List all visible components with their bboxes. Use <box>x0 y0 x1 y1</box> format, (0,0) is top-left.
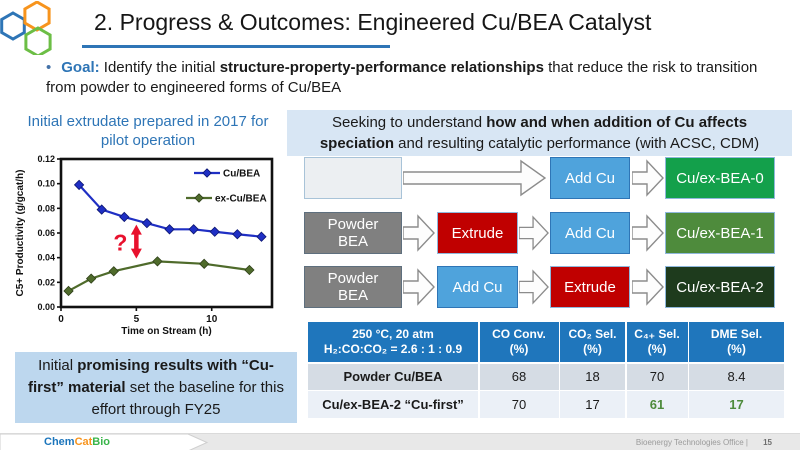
svg-text:C5+ Productivity (g/gcat/h): C5+ Productivity (g/gcat/h) <box>15 170 26 297</box>
right-header-bold: how and when addition of Cu affects spec… <box>319 114 748 152</box>
flow-box-empty <box>304 157 402 199</box>
flow-box-add-cu: Add Cu <box>550 212 630 254</box>
chart-title: Initial extrudate prepared in 2017 for p… <box>27 113 269 149</box>
value-cell: 18 <box>560 363 625 390</box>
table-header-co2-sel: CO₂ Sel. (%) <box>560 322 625 362</box>
right-header-post: and resulting catalytic performance (wit… <box>394 135 760 152</box>
table-header-co-conv: CO Conv. (%) <box>479 322 559 362</box>
svg-text:?: ? <box>113 230 127 256</box>
callout-post: set the baseline for this effort through… <box>91 378 284 418</box>
goal-pre: Identify the initial <box>99 59 220 76</box>
value-cell-highlight: 61 <box>626 391 688 418</box>
footer-office-text: Bioenergy Technologies Office | <box>635 438 748 447</box>
flow-arrow-icon <box>519 269 549 305</box>
callout-pre: Initial <box>38 356 78 374</box>
flow-box-add-cu: Add Cu <box>550 157 630 199</box>
goal-bold: structure-property-performance relations… <box>219 59 544 76</box>
page-title: 2. Progress & Outcomes: Engineered Cu/BE… <box>94 9 652 35</box>
goal-label: Goal: <box>61 59 100 76</box>
svg-text:0.12: 0.12 <box>37 154 55 164</box>
right-header-panel: Seeking to understand how and when addit… <box>287 110 792 156</box>
title-underline <box>82 45 390 48</box>
page-number: 15 <box>763 438 772 447</box>
svg-text:0: 0 <box>58 314 64 325</box>
svg-text:0.08: 0.08 <box>37 203 55 213</box>
value-cell: 8.4 <box>689 363 784 390</box>
results-table: 250 °C, 20 atm H₂:CO:CO₂ = 2.6 : 1 : 0.9… <box>308 322 784 418</box>
chemcatbio-logo: ChemCatBio <box>44 436 110 448</box>
table-header-dme-sel: DME Sel. (%) <box>689 322 784 362</box>
flow-arrow-icon <box>403 159 546 197</box>
svg-text:10: 10 <box>206 314 218 325</box>
value-cell: 17 <box>560 391 625 418</box>
brand-chem: Chem <box>44 436 75 448</box>
flow-box-result-2: Cu/ex-BEA-2 <box>665 266 775 308</box>
goal-text: • Goal: Identify the initial structure-pr… <box>46 58 758 98</box>
svg-text:ex-Cu/BEA: ex-Cu/BEA <box>215 194 267 205</box>
svg-text:0.00: 0.00 <box>37 302 55 312</box>
flow-box-extrude: Extrude <box>437 212 518 254</box>
value-cell: 68 <box>479 363 559 390</box>
goal-post: that reduce the risk to transition from … <box>46 59 758 96</box>
value-cell-highlight: 17 <box>689 391 784 418</box>
callout-text: Initial promising results with “Cu-first… <box>23 355 289 421</box>
table-header-c4-sel: C₄₊ Sel. (%) <box>626 322 688 362</box>
svg-text:Cu/BEA: Cu/BEA <box>223 169 260 180</box>
svg-text:0.04: 0.04 <box>37 253 55 263</box>
footer-bar: ChemCatBio Bioenergy Technologies Office… <box>0 433 800 450</box>
flow-box-result-1: Cu/ex-BEA-1 <box>665 212 775 254</box>
svg-text:5: 5 <box>134 314 140 325</box>
bullet-icon: • <box>46 59 52 76</box>
callout-box: Initial promising results with “Cu-first… <box>15 352 297 423</box>
table-row-label: Powder Cu/BEA <box>308 363 478 390</box>
flow-arrow-icon <box>632 214 664 252</box>
right-header-pre: Seeking to understand <box>331 114 487 131</box>
brand-cat: Cat <box>74 436 93 448</box>
flow-arrow-icon <box>519 215 549 251</box>
brand-bio: Bio <box>92 436 111 448</box>
table-header-conditions: 250 °C, 20 atm H₂:CO:CO₂ = 2.6 : 1 : 0.9 <box>308 322 478 362</box>
flow-box-powder-bea: Powder BEA <box>304 212 402 254</box>
hexagon-logo-icon <box>0 1 52 55</box>
flow-box-result-0: Cu/ex-BEA-0 <box>665 157 775 199</box>
right-header-text: Seeking to understand how and when addit… <box>293 112 786 154</box>
svg-text:0.06: 0.06 <box>37 228 55 238</box>
svg-text:0.10: 0.10 <box>37 179 55 189</box>
table-row-label: Cu/ex-BEA-2 “Cu-first” <box>308 391 478 418</box>
svg-text:0.02: 0.02 <box>37 277 55 287</box>
value-cell: 70 <box>479 391 559 418</box>
flow-arrow-icon <box>632 159 664 197</box>
svg-text:Time on Stream (h): Time on Stream (h) <box>121 326 211 337</box>
value-cell: 70 <box>626 363 688 390</box>
callout-bold: promising results with “Cu-first” materi… <box>28 356 274 396</box>
flow-arrow-icon <box>403 214 435 252</box>
flow-box-extrude: Extrude <box>550 266 630 308</box>
flow-arrow-icon <box>403 268 435 306</box>
flow-box-powder-bea: Powder BEA <box>304 266 402 308</box>
footer-chevron <box>0 434 209 450</box>
flow-box-add-cu: Add Cu <box>437 266 518 308</box>
flow-arrow-icon <box>632 268 664 306</box>
